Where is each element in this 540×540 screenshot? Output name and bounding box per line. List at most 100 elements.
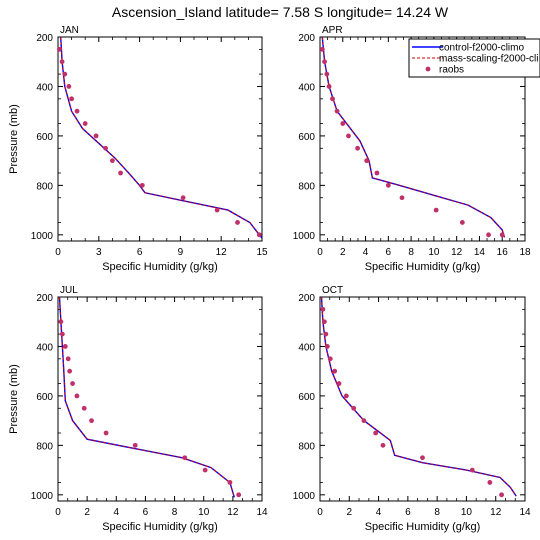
control-series-line bbox=[321, 36, 506, 238]
y-tick-label: 400 bbox=[298, 342, 315, 353]
raobs-point bbox=[62, 71, 68, 77]
raobs-point bbox=[499, 232, 505, 238]
raobs-point bbox=[93, 133, 99, 139]
y-tick-label: 1000 bbox=[293, 491, 316, 502]
plot-frame bbox=[57, 36, 263, 242]
raobs-point bbox=[227, 480, 233, 485]
x-tick-label: 15 bbox=[256, 247, 268, 258]
raobs-point bbox=[89, 418, 94, 424]
raobs-point bbox=[202, 467, 208, 473]
raobs-point bbox=[332, 368, 338, 374]
panel-jul: 0 2 4 6 8 10 12 14 200 400 600 800 1000 JUL Specific H… bbox=[8, 285, 268, 533]
raobs-point bbox=[62, 344, 68, 349]
raobs-point bbox=[322, 59, 327, 65]
y-tick-label: 800 bbox=[298, 181, 315, 192]
panel-label: JAN bbox=[60, 25, 79, 36]
raobs-point bbox=[256, 232, 262, 238]
raobs-point bbox=[74, 108, 80, 114]
y-tick-label: 1000 bbox=[31, 231, 54, 242]
raobs-point bbox=[486, 232, 491, 238]
legend-marker-raobs bbox=[425, 66, 431, 72]
raobs-point bbox=[355, 145, 360, 151]
panel-label: JUL bbox=[60, 285, 78, 296]
raobs-point bbox=[214, 207, 220, 213]
raobs-point bbox=[182, 455, 188, 461]
raobs-point bbox=[385, 182, 391, 188]
y-tick-label: 200 bbox=[36, 293, 53, 304]
x-axis-label: Specific Humidity (g/kg) bbox=[102, 261, 218, 273]
raobs-point bbox=[110, 158, 115, 164]
raobs-point bbox=[320, 306, 326, 312]
raobs-point bbox=[334, 108, 340, 114]
x-tick-label: 0 bbox=[55, 247, 61, 258]
raobs-point bbox=[469, 467, 475, 473]
x-tick-label: 8 bbox=[408, 247, 414, 258]
raobs-point bbox=[139, 182, 145, 188]
x-tick-label: 14 bbox=[256, 507, 268, 518]
raobs-point bbox=[499, 492, 504, 498]
raobs-point bbox=[374, 170, 380, 176]
raobs-point bbox=[70, 381, 75, 386]
panel-oct: 0 2 4 6 8 10 12 14 200 400 600 800 1000 OCT Specific H… bbox=[293, 285, 531, 533]
raobs-point bbox=[132, 442, 138, 448]
raobs-point bbox=[81, 405, 87, 411]
raobs-point bbox=[330, 96, 335, 102]
panel-apr: 0 2 4 6 8 10 12 14 16 18 200 400 600 800 1000 APR Specif… bbox=[293, 25, 531, 273]
y-tick-label: 200 bbox=[298, 293, 315, 304]
x-tick-label: 16 bbox=[497, 247, 509, 258]
x-tick-label: 0 bbox=[317, 247, 323, 258]
x-tick-label: 4 bbox=[376, 507, 382, 518]
x-tick-label: 6 bbox=[386, 247, 392, 258]
raobs-point bbox=[324, 344, 330, 349]
raobs-point bbox=[103, 430, 109, 436]
y-tick-label: 800 bbox=[36, 181, 53, 192]
raobs-point bbox=[69, 96, 74, 102]
mass-scaling-series-line bbox=[59, 296, 235, 498]
control-series-line bbox=[60, 36, 263, 239]
raobs-point bbox=[487, 480, 493, 485]
panel-label: OCT bbox=[322, 285, 343, 296]
y-tick-label: 1000 bbox=[293, 231, 316, 242]
legend-label: control-f2000-climo bbox=[439, 43, 524, 54]
raobs-point bbox=[433, 207, 439, 213]
legend-label: raobs bbox=[439, 65, 464, 76]
x-tick-label: 12 bbox=[227, 507, 239, 518]
legend-label: mass-scaling-f2000-cli bbox=[439, 54, 538, 65]
plot-frame bbox=[319, 36, 526, 242]
y-tick-label: 1000 bbox=[31, 491, 54, 502]
raobs-point bbox=[180, 195, 186, 201]
y-tick-label: 600 bbox=[298, 132, 315, 143]
raobs-point bbox=[459, 220, 465, 225]
x-tick-label: 8 bbox=[434, 507, 440, 518]
raobs-point bbox=[321, 319, 327, 325]
y-tick-label: 400 bbox=[36, 82, 53, 93]
x-tick-label: 2 bbox=[84, 507, 90, 518]
panel-label: APR bbox=[322, 25, 343, 36]
x-tick-label: 4 bbox=[114, 507, 120, 518]
legend-box bbox=[408, 38, 540, 78]
x-tick-label: 10 bbox=[428, 247, 440, 258]
x-tick-label: 6 bbox=[143, 507, 149, 518]
x-tick-label: 3 bbox=[96, 247, 102, 258]
plot-frame bbox=[319, 296, 526, 502]
raobs-point bbox=[59, 59, 65, 65]
x-axis-label: Specific Humidity (g/kg) bbox=[365, 261, 481, 273]
mass-scaling-series-line bbox=[321, 296, 517, 497]
panel-jan: 0 3 6 9 12 15 200 400 600 800 1000 JAN Specific Humi… bbox=[8, 25, 268, 273]
raobs-point bbox=[343, 393, 349, 399]
raobs-point bbox=[340, 121, 346, 126]
raobs-point bbox=[323, 331, 329, 337]
control-series-line bbox=[58, 296, 235, 498]
y-axis-label: Pressure (mb) bbox=[8, 104, 20, 174]
y-tick-label: 600 bbox=[36, 392, 53, 403]
legend: control-f2000-climomass-scaling-f2000-cl… bbox=[408, 38, 540, 78]
raobs-point bbox=[336, 381, 342, 386]
y-tick-label: 400 bbox=[298, 82, 315, 93]
raobs-point bbox=[67, 368, 73, 374]
raobs-point bbox=[56, 46, 62, 52]
raobs-point bbox=[118, 170, 123, 176]
y-tick-label: 600 bbox=[36, 132, 53, 143]
x-tick-label: 12 bbox=[216, 247, 228, 258]
